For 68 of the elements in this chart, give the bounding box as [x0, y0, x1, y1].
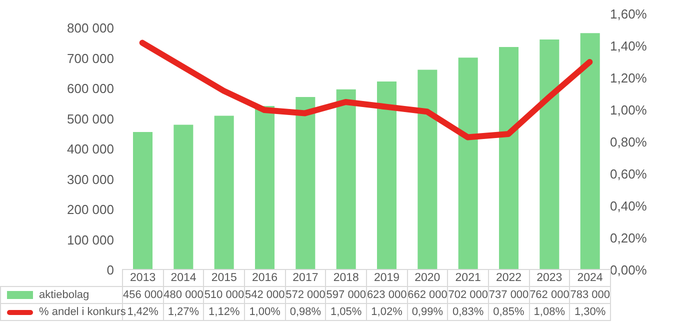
bar [296, 96, 316, 270]
x-tick-label: 2023 [529, 270, 570, 286]
y-tick-label: 700 000 [67, 50, 114, 66]
data-label: 1,30% [570, 304, 610, 320]
x-tick-label: 2014 [163, 270, 204, 286]
x-tick-label: 2018 [326, 270, 366, 286]
data-label: 737 000 [488, 286, 530, 304]
data-label: 1,05% [326, 304, 366, 320]
x-tick-label: 2019 [366, 270, 408, 286]
data-label: 762 000 [529, 286, 570, 304]
data-label: 1,27% [163, 304, 204, 320]
data-label: 0,98% [285, 304, 326, 320]
y-tick-label: 300 000 [67, 172, 114, 187]
data-label: 542 000 [244, 286, 286, 304]
x-tick-label: 2017 [285, 270, 326, 286]
data-label: 510 000 [204, 286, 244, 304]
y2-tick-label: 0,40% [610, 198, 648, 214]
legend-label: aktiebolag [0, 286, 122, 304]
data-label: 456 000 [122, 286, 164, 304]
data-label: 597 000 [326, 286, 366, 304]
bar [540, 39, 560, 270]
y-tick-label: 600 000 [67, 81, 114, 96]
bar [458, 58, 478, 270]
bar [174, 124, 194, 270]
x-tick-label: 2020 [407, 270, 448, 286]
y-tick-label: 500 000 [67, 111, 114, 126]
data-label: 572 000 [285, 286, 326, 304]
y2-tick-label: 0,20% [610, 230, 648, 246]
bar [377, 82, 397, 270]
data-label: 623 000 [366, 286, 408, 304]
data-label: 702 000 [448, 286, 488, 304]
data-label: 1,02% [366, 304, 408, 320]
x-tick-label: 2013 [122, 270, 164, 286]
y2-tick-label: 1,00% [610, 102, 648, 118]
data-label: 662 000 [407, 286, 448, 304]
data-label: 480 000 [163, 286, 204, 304]
y-tick-label: 200 000 [67, 202, 114, 218]
bar [580, 33, 600, 270]
y-tick-label: 800 000 [67, 20, 114, 36]
data-label: 0,83% [448, 304, 488, 320]
data-label: 1,42% [127, 306, 158, 318]
y-tick-label: 100 000 [67, 232, 114, 248]
y2-tick-label: 1,20% [610, 70, 648, 86]
y2-tick-label: 0,00% [610, 262, 648, 278]
bar [255, 106, 275, 270]
y2-tick-label: 1,40% [610, 38, 648, 54]
data-label: 0,99% [407, 304, 448, 320]
data-label: 1,00% [244, 304, 286, 320]
bar [214, 116, 234, 270]
bar [336, 89, 356, 270]
x-tick-label: 2024 [570, 270, 610, 286]
data-label: 783 000 [570, 286, 610, 304]
bar [418, 70, 438, 270]
bar [499, 47, 519, 270]
data-label: 1,08% [529, 304, 570, 320]
y2-tick-label: 1,60% [610, 6, 648, 22]
x-tick-label: 2016 [244, 270, 286, 286]
y2-tick-label: 0,60% [610, 166, 648, 182]
y2-tick-label: 0,80% [610, 134, 648, 150]
y-tick-label: 400 000 [67, 142, 114, 157]
x-tick-label: 2021 [448, 270, 488, 286]
x-tick-label: 2022 [488, 270, 530, 286]
y-tick-label: 0 [106, 262, 114, 278]
data-label: 1,12% [204, 304, 244, 320]
legend-label: % andel i konkurs [38, 305, 126, 320]
bar [133, 132, 153, 270]
data-label: 0,85% [488, 304, 530, 320]
x-tick-label: 2015 [204, 270, 244, 286]
